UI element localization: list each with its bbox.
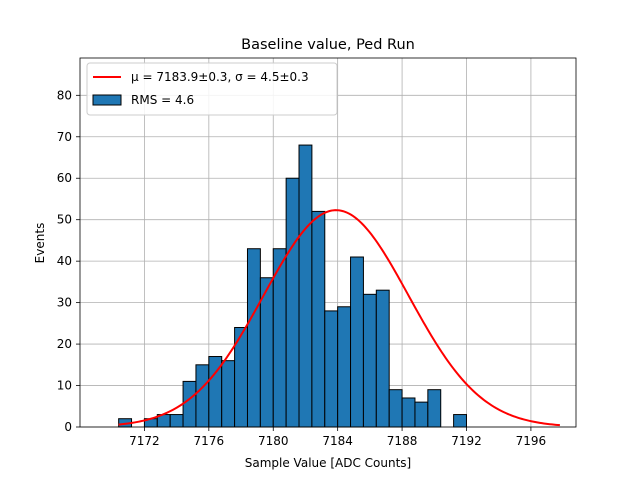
legend-box <box>86 62 338 116</box>
legend: μ = 7183.9±0.3, σ = 4.5±0.3 RMS = 4.6 <box>86 62 338 116</box>
histogram-bar <box>453 414 467 428</box>
histogram-bar <box>427 389 442 428</box>
histogram-bar <box>401 397 416 428</box>
y-tick-label: 20 <box>57 337 72 351</box>
histogram-bars <box>118 144 467 428</box>
histogram-bar <box>350 256 364 428</box>
histogram-bar <box>362 293 377 428</box>
x-tick-label: 7192 <box>451 434 482 448</box>
y-axis-label: Events <box>33 223 47 264</box>
y-tick-label: 80 <box>57 88 72 102</box>
histogram-bar <box>259 277 274 428</box>
chart-title: Baseline value, Ped Run <box>241 37 415 53</box>
y-tick-label: 0 <box>64 420 72 434</box>
x-axis-label: Sample Value [ADC Counts] <box>245 456 411 470</box>
histogram-bar <box>375 289 390 428</box>
x-tick-label: 7172 <box>129 434 160 448</box>
y-axis-ticks: 0 10 20 30 40 50 60 70 80 <box>57 88 80 434</box>
histogram-bar <box>388 389 403 428</box>
histogram-bar <box>311 210 326 428</box>
x-tick-label: 7196 <box>516 434 547 448</box>
x-axis-ticks: 7172 7176 7180 7184 7188 7192 7196 <box>129 427 546 448</box>
x-tick-label: 7176 <box>194 434 225 448</box>
histogram-bar <box>285 177 300 428</box>
plot-frame <box>79 57 577 428</box>
y-tick-label: 30 <box>57 296 72 310</box>
histogram-bar <box>414 401 429 428</box>
x-tick-label: 7188 <box>387 434 418 448</box>
gaussian-fit-curve <box>118 209 560 427</box>
x-tick-label: 7180 <box>258 434 289 448</box>
histogram-bar <box>195 364 210 428</box>
histogram-bar <box>182 380 197 428</box>
legend-fit-label: μ = 7183.9±0.3, σ = 4.5±0.3 <box>131 70 309 84</box>
y-tick-label: 10 <box>57 379 72 393</box>
legend-histogram-label: RMS = 4.6 <box>131 93 194 107</box>
histogram-bar <box>246 248 261 428</box>
histogram-bar <box>298 144 313 428</box>
legend-histogram-swatch <box>92 94 122 106</box>
y-tick-label: 40 <box>57 254 72 268</box>
histogram-bar <box>221 360 236 428</box>
histogram-bar <box>169 414 184 428</box>
x-tick-label: 7184 <box>322 434 353 448</box>
histogram-bar <box>337 306 352 428</box>
y-tick-label: 70 <box>57 130 72 144</box>
y-tick-label: 50 <box>57 213 72 227</box>
y-tick-label: 60 <box>57 171 72 185</box>
histogram-bar <box>324 310 339 428</box>
